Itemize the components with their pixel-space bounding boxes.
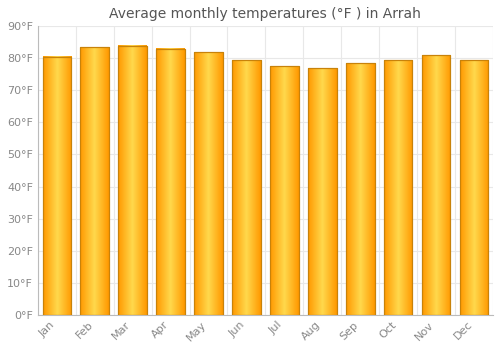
Bar	[346, 63, 374, 315]
Bar	[42, 57, 71, 315]
Bar	[422, 55, 450, 315]
Bar	[194, 52, 223, 315]
Bar	[118, 46, 147, 315]
Bar	[232, 60, 260, 315]
Bar	[80, 47, 109, 315]
Title: Average monthly temperatures (°F ) in Arrah: Average monthly temperatures (°F ) in Ar…	[110, 7, 422, 21]
Bar	[270, 66, 298, 315]
Bar	[308, 68, 336, 315]
Bar	[270, 66, 298, 315]
Bar	[80, 47, 109, 315]
Bar	[384, 60, 412, 315]
Bar	[422, 55, 450, 315]
Bar	[232, 60, 260, 315]
Bar	[460, 60, 488, 315]
Bar	[460, 60, 488, 315]
Bar	[118, 46, 147, 315]
Bar	[346, 63, 374, 315]
Bar	[156, 49, 185, 315]
Bar	[42, 57, 71, 315]
Bar	[308, 68, 336, 315]
Bar	[384, 60, 412, 315]
Bar	[194, 52, 223, 315]
Bar	[156, 49, 185, 315]
